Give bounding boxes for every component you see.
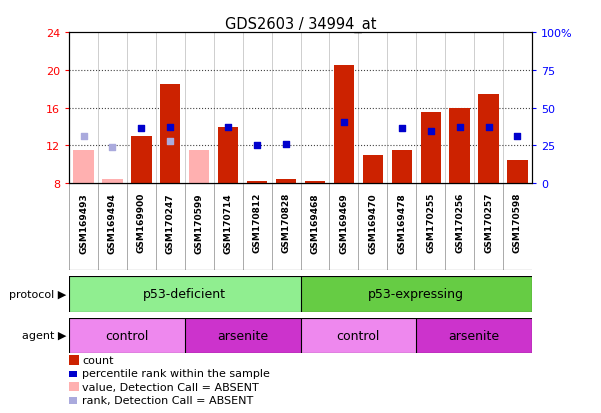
Point <box>108 145 117 151</box>
Bar <box>69 318 185 353</box>
Text: GSM170257: GSM170257 <box>484 192 493 253</box>
Text: percentile rank within the sample: percentile rank within the sample <box>82 368 270 378</box>
Point <box>513 133 522 140</box>
Text: GSM170247: GSM170247 <box>166 192 175 253</box>
Text: p53-expressing: p53-expressing <box>368 288 464 301</box>
Bar <box>185 318 300 353</box>
Point <box>397 126 406 133</box>
Text: rank, Detection Call = ABSENT: rank, Detection Call = ABSENT <box>82 395 254 405</box>
Bar <box>416 318 532 353</box>
Bar <box>305 182 325 184</box>
Bar <box>450 109 470 184</box>
Text: GSM169468: GSM169468 <box>311 192 320 253</box>
Bar <box>102 179 123 184</box>
Point <box>136 126 146 133</box>
Point <box>484 124 493 131</box>
Text: GSM170256: GSM170256 <box>455 192 464 253</box>
Text: GSM169470: GSM169470 <box>368 192 377 253</box>
Text: GSM169494: GSM169494 <box>108 192 117 253</box>
Point <box>339 119 349 126</box>
Point <box>252 143 262 150</box>
Bar <box>131 137 151 184</box>
Point <box>165 138 175 145</box>
Bar <box>478 94 499 184</box>
Text: protocol ▶: protocol ▶ <box>9 289 66 299</box>
Bar <box>276 179 296 184</box>
Bar <box>247 182 267 184</box>
Text: GSM170598: GSM170598 <box>513 192 522 253</box>
Text: GSM170828: GSM170828 <box>281 192 290 253</box>
Bar <box>218 127 239 184</box>
Text: arsenite: arsenite <box>217 329 268 342</box>
Text: count: count <box>82 355 114 365</box>
Bar <box>334 66 354 184</box>
Bar <box>362 156 383 184</box>
Text: control: control <box>337 329 380 342</box>
Point <box>165 124 175 131</box>
Bar <box>421 113 441 184</box>
Bar <box>300 318 416 353</box>
Bar <box>507 160 528 184</box>
Bar <box>73 151 94 184</box>
Text: p53-deficient: p53-deficient <box>143 288 227 301</box>
Point <box>426 129 436 135</box>
Point <box>281 141 291 147</box>
Bar <box>160 85 180 184</box>
Text: arsenite: arsenite <box>448 329 499 342</box>
Bar <box>189 151 209 184</box>
Text: GSM170714: GSM170714 <box>224 192 233 253</box>
Point <box>224 124 233 131</box>
Text: control: control <box>105 329 148 342</box>
Bar <box>392 151 412 184</box>
Text: GDS2603 / 34994_at: GDS2603 / 34994_at <box>225 17 376 33</box>
Text: value, Detection Call = ABSENT: value, Detection Call = ABSENT <box>82 382 259 392</box>
Text: GSM169900: GSM169900 <box>137 192 146 253</box>
Point <box>79 133 88 140</box>
Bar <box>69 277 300 312</box>
Text: GSM169478: GSM169478 <box>397 192 406 253</box>
Text: GSM169469: GSM169469 <box>340 192 349 253</box>
Point <box>455 124 465 131</box>
Text: GSM169493: GSM169493 <box>79 192 88 253</box>
Bar <box>300 277 532 312</box>
Text: agent ▶: agent ▶ <box>22 330 66 341</box>
Text: GSM170812: GSM170812 <box>252 192 261 253</box>
Text: GSM170255: GSM170255 <box>426 192 435 253</box>
Text: GSM170599: GSM170599 <box>195 192 204 253</box>
